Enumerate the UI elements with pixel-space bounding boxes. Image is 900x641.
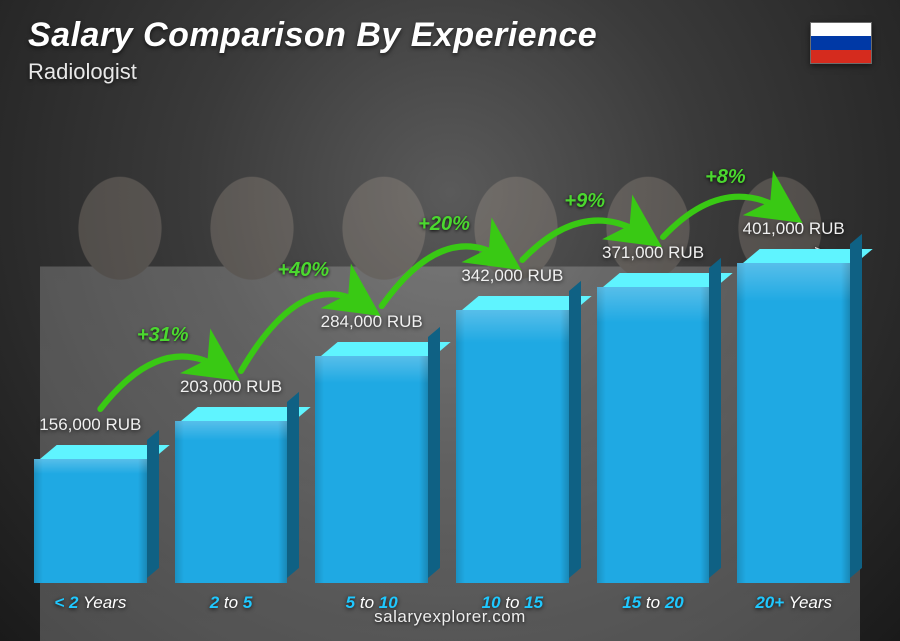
page-title: Salary Comparison By Experience: [28, 16, 597, 55]
bar: [315, 342, 428, 583]
header: Salary Comparison By Experience Radiolog…: [28, 16, 597, 85]
bar: [597, 273, 710, 583]
page-subtitle: Radiologist: [28, 59, 597, 85]
bar-column: 284,000 RUB5 to 10: [315, 312, 428, 583]
bar-value-label: 284,000 RUB: [321, 312, 423, 332]
bar-value-label: 401,000 RUB: [743, 219, 845, 239]
bar-value-label: 342,000 RUB: [461, 266, 563, 286]
bar-column: 156,000 RUB< 2 Years: [34, 415, 147, 583]
bar: [737, 249, 850, 583]
country-flag: [810, 22, 872, 64]
flag-stripe-0: [811, 23, 871, 36]
bar-column: 401,000 RUB20+ Years: [737, 219, 850, 583]
flag-stripe-2: [811, 50, 871, 63]
salary-bar-chart: 156,000 RUB< 2 Years203,000 RUB2 to 5284…: [34, 120, 850, 583]
bar-column: 203,000 RUB2 to 5: [175, 377, 288, 583]
bar: [175, 407, 288, 583]
footer-attribution: salaryexplorer.com: [0, 607, 900, 627]
bar: [34, 445, 147, 583]
bar-value-label: 203,000 RUB: [180, 377, 282, 397]
bar: [456, 296, 569, 583]
bar-value-label: 156,000 RUB: [39, 415, 141, 435]
bar-value-label: 371,000 RUB: [602, 243, 704, 263]
bar-column: 342,000 RUB10 to 15: [456, 266, 569, 583]
bar-column: 371,000 RUB15 to 20: [597, 243, 710, 583]
flag-stripe-1: [811, 36, 871, 49]
